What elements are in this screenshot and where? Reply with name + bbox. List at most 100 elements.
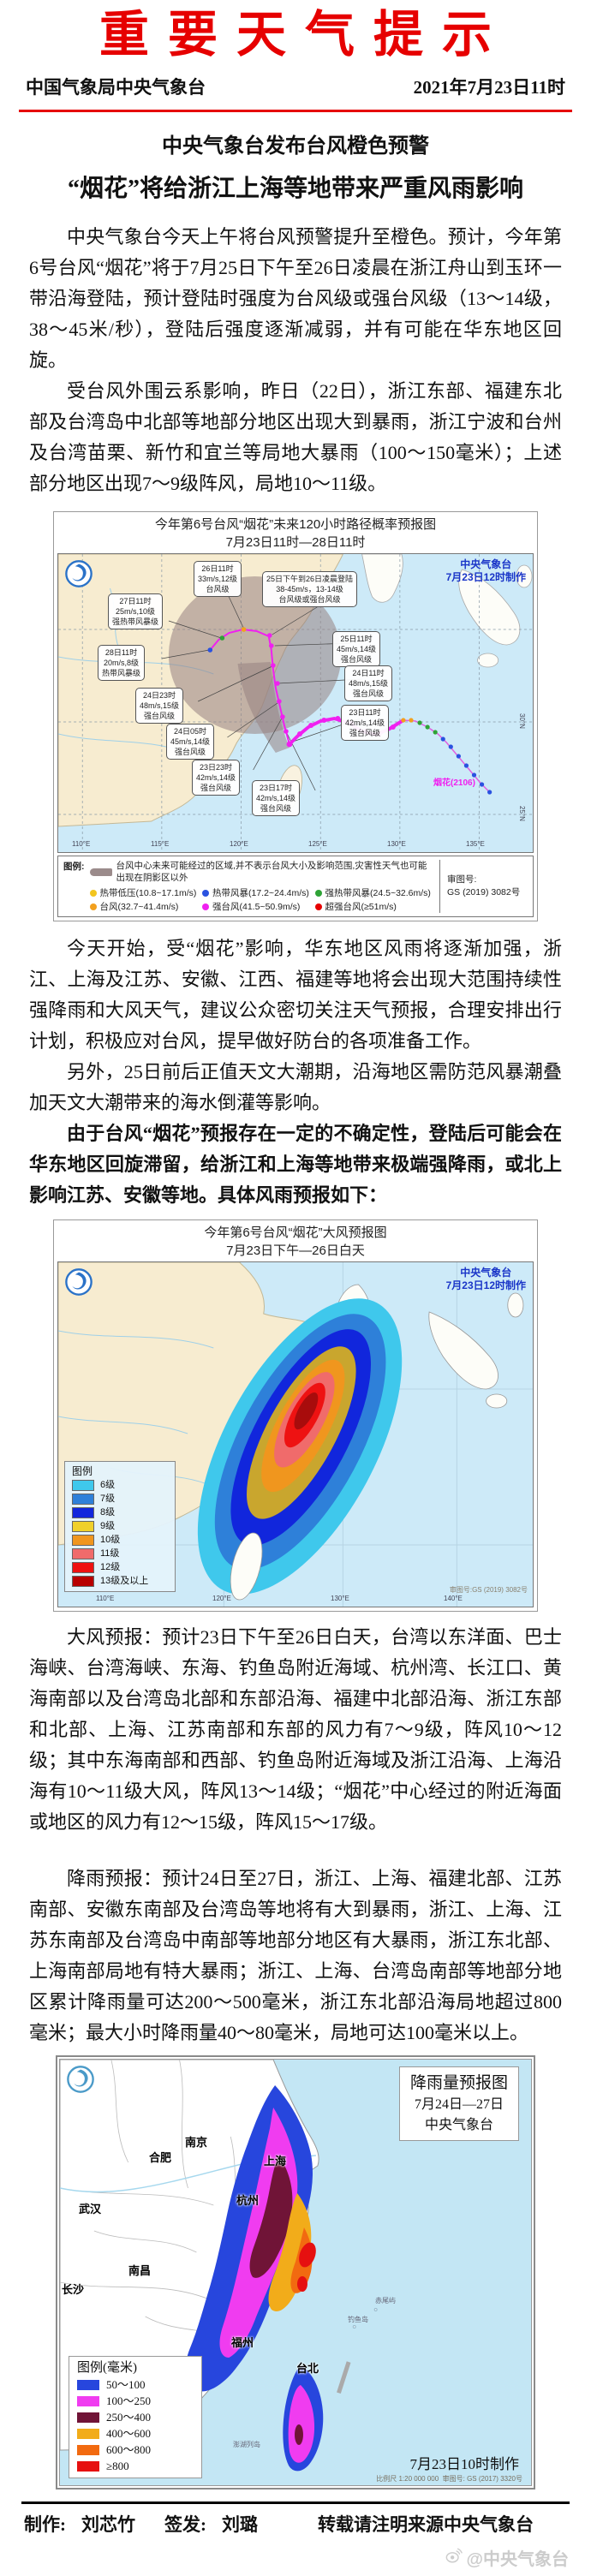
- wind-map-title: 今年第6号台风“烟花”大风预报图: [204, 1225, 387, 1240]
- legend-item: 50～100: [77, 2378, 194, 2391]
- city-label: 杭州: [236, 2194, 260, 2207]
- track-point-label: 23日11时 42m/s,14级 强台风级: [341, 705, 390, 741]
- cma-logo-icon: [66, 2065, 95, 2094]
- storm-name-label: 烟花(2106): [433, 778, 475, 788]
- paragraph-observed: 受台风外围云系影响，昨日（22日），浙江东部、福建东北部及台湾岛中北部等地部分地…: [29, 380, 562, 494]
- city-label: 福州: [231, 2336, 254, 2349]
- weibo-watermark: @中央气象台: [445, 2545, 569, 2570]
- track-point-label: 27日11时 25m/s,10级 强热带风暴级: [108, 593, 164, 629]
- figure-track-map: 今年第6号台风“烟花”未来120小时路径概率预报图 7月23日11时—28日11…: [53, 511, 538, 921]
- wind-legend: 图例 6级 7级 8级 9级 10级 11级 12级 13级及以上: [64, 1461, 176, 1592]
- legend-item: 400～600: [77, 2427, 194, 2440]
- legend-item: 台风(32.7~41.4m/s): [89, 901, 198, 913]
- legend-item: 强热带风暴(24.5~32.6m/s): [314, 887, 433, 899]
- axis-tick: 30°N: [518, 713, 526, 729]
- track-map-subtitle: 7月23日11时—28日11时: [225, 535, 366, 550]
- org-name: 中国气象局中央气象台: [26, 77, 206, 98]
- city-label: 合肥: [149, 2151, 172, 2164]
- legend-item: 12级: [72, 1562, 168, 1573]
- legend-swatch: [77, 2395, 99, 2406]
- city-label: 长沙: [62, 2283, 85, 2296]
- legend-label: 图例(毫米): [77, 2361, 137, 2375]
- headline-warning: 中央气象台发布台风橙色预警: [162, 135, 429, 158]
- axis-tick: 110°E: [72, 840, 91, 848]
- legend-swatch: [72, 1507, 94, 1518]
- axis-tick: 120°E: [230, 840, 248, 848]
- rain-map-scale-ref: 比例尺 1:20 000 000 审图号: GS (2017) 3320号: [376, 2475, 522, 2483]
- cma-logo-icon: [64, 559, 93, 588]
- map-credit: 中央气象台 7月23日12时制作: [445, 1267, 526, 1291]
- axis-tick: 135°E: [466, 840, 485, 848]
- legend-swatch: [72, 1494, 94, 1505]
- axis-tick: 25°N: [518, 806, 526, 821]
- axis-tick: 130°E: [387, 840, 406, 848]
- landfall-label: 25日下午到26日凌晨登陆 38-45m/s，13-14级 台风级或强台风级: [262, 571, 358, 607]
- legend-dot: [89, 890, 97, 897]
- legend-item: 超强台风(≥51m/s): [314, 901, 433, 913]
- legend-item: 7级: [72, 1494, 168, 1505]
- city-label: 武汉: [79, 2203, 102, 2215]
- rain-map-title: 降雨量预报图: [409, 2074, 508, 2092]
- axis-tick: 110°E: [96, 1595, 115, 1602]
- track-point-label: 26日11时 33m/s,12级 台风级: [194, 561, 242, 597]
- axis-tick: 120°E: [212, 1595, 231, 1602]
- legend-label: 图例:: [63, 862, 85, 872]
- publish-datetime: 2021年7月23日11时: [413, 77, 565, 98]
- paragraph-rain-forecast: 降雨预报：预计24日至27日，浙江、上海、福建北部、江苏南部、安徽东南部及台湾岛…: [29, 1868, 562, 2043]
- track-point-label: 25日11时 45m/s,14级 强台风级: [332, 631, 381, 667]
- map-ref: 审图号:GS (2019) 3082号: [449, 1586, 528, 1594]
- rain-map-made-time: 7月23日10时制作: [409, 2456, 520, 2472]
- legend-dot: [314, 890, 322, 897]
- legend-swatch: [77, 2460, 99, 2472]
- track-map-legend: 图例: 台风中心未来可能经过的区域,并不表示台风大小及影响范围,灾害性天气也可能…: [57, 856, 534, 917]
- legend-item: 100～250: [77, 2394, 194, 2407]
- legend-swatch: [77, 2428, 99, 2439]
- legend-swatch: [77, 2379, 99, 2390]
- legend-swatch: [77, 2412, 99, 2423]
- map-credit: 中央气象台 7月23日12时制作: [446, 558, 526, 584]
- legend-item: 8级: [72, 1507, 168, 1518]
- legend-swatch: [72, 1535, 94, 1546]
- legend-item: 热带低压(10.8~17.1m/s): [89, 887, 198, 899]
- city-label: 南昌: [128, 2264, 152, 2277]
- track-map-title: 今年第6号台风“烟花”未来120小时路径概率预报图: [154, 517, 437, 532]
- paragraph-uncertainty: 由于台风“烟花”预报存在一定的不确定性，登陆后可能会在华东地区回旋滞留，给浙江和…: [29, 1123, 562, 1206]
- legend-dot: [202, 890, 209, 897]
- city-label: 台北: [296, 2362, 319, 2375]
- rain-map-dates: 7月24日—27日: [414, 2097, 504, 2112]
- issued-by-name: 刘璐: [222, 2514, 258, 2535]
- track-point-label: 24日11时 48m/s,15级 强台风级: [344, 665, 393, 701]
- cone-swatch: [89, 868, 112, 876]
- legend-item: 9级: [72, 1521, 168, 1532]
- legend-swatch: [77, 2444, 99, 2455]
- legend-item: 11级: [72, 1548, 168, 1559]
- red-divider: [19, 110, 572, 112]
- rain-map-org: 中央气象台: [424, 2118, 493, 2132]
- legend-swatch: [72, 1521, 94, 1532]
- rain-map-title-box: 降雨量预报图 7月24日—27日 中央气象台: [398, 2066, 519, 2141]
- issued-by-label: 签发:: [164, 2514, 206, 2535]
- legend-item: 13级及以上: [72, 1576, 168, 1587]
- page-title: 重要天气提示: [98, 7, 510, 63]
- figure-wind-map: 今年第6号台风“烟花”大风预报图 7月23日下午—26日白天: [53, 1219, 538, 1612]
- paragraph-wind-forecast: 大风预报：预计23日下午至26日白天，台湾以东洋面、巴士海峡、台湾海峡、东海、钓…: [29, 1626, 562, 1833]
- island-label: 赤尾屿: [375, 2297, 396, 2305]
- island-label: 钓鱼岛: [348, 2316, 368, 2323]
- watermark-text: @中央气象台: [466, 2550, 569, 2569]
- made-by-label: 制作:: [24, 2514, 66, 2535]
- wind-map: 中央气象台 7月23日12时制作 图例 6级 7级 8级 9级 10级 11级 …: [57, 1261, 534, 1607]
- paragraph-forecast: 中央气象台今天上午将台风预警提升至橙色。预计，今年第6号台风“烟花”将于7月25…: [29, 226, 562, 371]
- legend-item: 10级: [72, 1535, 168, 1546]
- legend-item: 强台风(41.5~50.9m/s): [202, 901, 310, 913]
- headline-impact: “烟花”将给浙江上海等地带来严重风雨影响: [67, 176, 523, 202]
- city-label: 南京: [185, 2136, 208, 2149]
- legend-item: 250～400: [77, 2411, 194, 2424]
- track-point-label: 24日05时 45m/s,14级 强台风级: [166, 724, 215, 760]
- legend-swatch: [72, 1576, 94, 1587]
- legend-item: 600～800: [77, 2443, 194, 2456]
- island-label: 澎湖列岛: [233, 2441, 260, 2448]
- wind-map-subtitle: 7月23日下午—26日白天: [226, 1243, 365, 1258]
- cma-logo-icon: [64, 1267, 93, 1297]
- legend-note: 台风中心未来可能经过的区域,并不表示台风大小及影响范围,灾害性天气也可能出现在阴…: [116, 861, 427, 883]
